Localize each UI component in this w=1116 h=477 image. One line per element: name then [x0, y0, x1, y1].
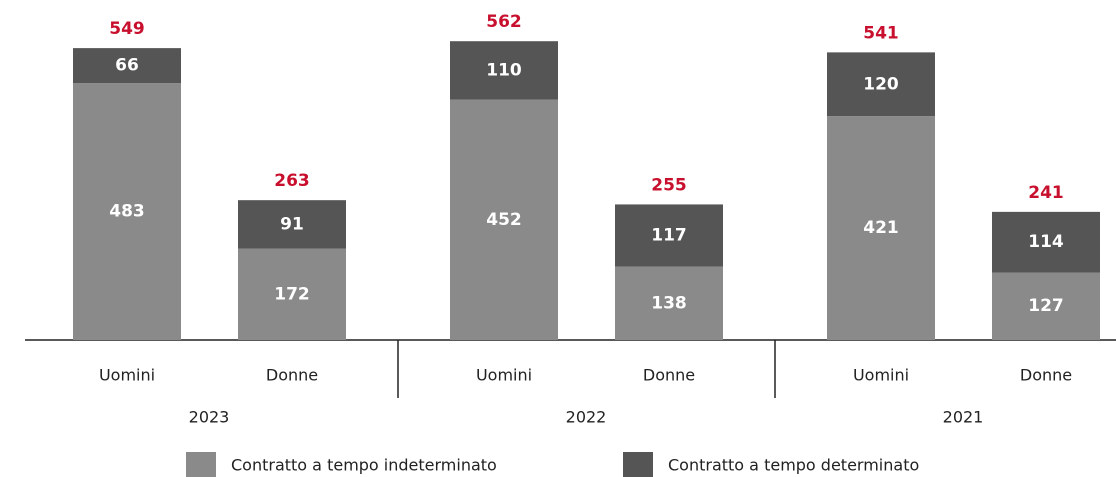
total-label: 549 [109, 19, 145, 39]
value-label: 127 [1028, 296, 1064, 316]
x-tick-label: Donne [1020, 366, 1072, 385]
bar-segment [450, 99, 558, 340]
bar-segment [992, 272, 1100, 340]
bar-segment [73, 83, 181, 340]
value-label: 172 [274, 284, 310, 304]
bar-segment [450, 41, 558, 100]
total-label: 263 [274, 171, 310, 191]
value-label: 452 [486, 210, 522, 230]
total-label: 562 [486, 12, 522, 32]
legend-label: Contratto a tempo determinato [668, 456, 919, 475]
bar-segment [238, 200, 346, 249]
value-label: 66 [115, 56, 139, 76]
x-tick-label: Donne [266, 366, 318, 385]
legend-swatch [623, 452, 653, 477]
x-tick-label: Uomini [476, 366, 532, 385]
group-label: 2021 [943, 408, 984, 427]
legend-label: Contratto a tempo indeterminato [231, 456, 497, 475]
bar-segment [238, 248, 346, 340]
value-label: 110 [486, 60, 522, 80]
value-label: 120 [863, 74, 899, 94]
total-label: 241 [1028, 183, 1064, 203]
bar-segment [827, 116, 935, 340]
x-tick-label: Uomini [99, 366, 155, 385]
group-label: 2022 [566, 408, 607, 427]
x-tick-label: Donne [643, 366, 695, 385]
bar-segment [615, 204, 723, 267]
value-label: 91 [280, 214, 304, 234]
bar-segment [992, 211, 1100, 273]
x-tick-label: Uomini [853, 366, 909, 385]
value-label: 421 [863, 218, 899, 238]
bar-segment [73, 48, 181, 84]
total-label: 541 [863, 23, 899, 43]
value-label: 117 [651, 226, 687, 246]
bar-segment [615, 266, 723, 340]
group-label: 2023 [189, 408, 230, 427]
value-label: 138 [651, 293, 687, 313]
total-label: 255 [651, 175, 687, 195]
value-label: 483 [109, 202, 145, 222]
bar-segment [827, 52, 935, 117]
legend-swatch [186, 452, 216, 477]
value-label: 114 [1028, 232, 1064, 252]
